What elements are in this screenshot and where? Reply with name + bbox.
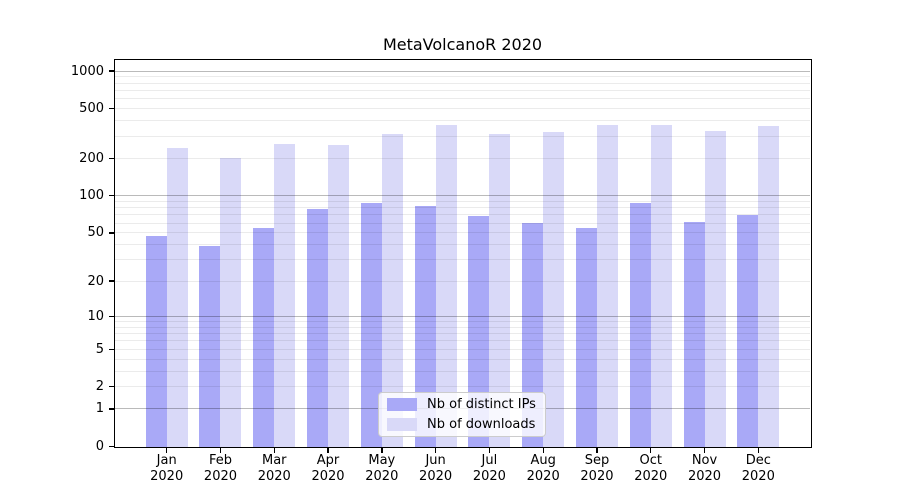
y-tick-label-10: 10 [87,308,104,324]
y-tick-label-1: 1 [95,401,104,417]
bar-downloads-apr [328,144,350,447]
y-tick-50 [109,232,115,234]
bar-downloads-sep [596,124,618,447]
x-tick-label-jul: Jul 2020 [472,453,506,484]
x-tick-label-oct: Oct 2020 [634,453,668,484]
x-tick-label-nov: Nov 2020 [687,453,722,484]
gridline-minor-600 [115,98,810,100]
y-tick-2 [109,386,115,388]
bar-distinct-ips-apr [307,209,329,447]
x-tick-label-sep: Sep 2020 [580,453,614,484]
x-tick-sep [596,447,598,453]
x-tick-label-jan: Jan 2020 [150,453,184,484]
bar-distinct-ips-mar [253,227,275,447]
y-tick-1000 [109,70,115,72]
bar-distinct-ips-jul [468,215,490,447]
y-tick-label-20: 20 [87,273,104,289]
gridline-minor-900 [115,76,810,78]
y-tick-0 [109,445,115,448]
x-tick-label-may: May 2020 [365,453,399,484]
y-tick-label-1000: 1000 [70,63,104,79]
x-tick-label-dec: Dec 2020 [741,453,775,484]
bar-downloads-feb [220,158,242,447]
x-tick-label-apr: Apr 2020 [311,453,345,484]
bar-distinct-ips-aug [522,223,544,447]
legend-item-downloads: Nb of downloads [387,417,537,433]
y-tick-1 [109,408,115,410]
chart-title: MetaVolcanoR 2020 [382,35,543,54]
bar-distinct-ips-nov [683,222,705,447]
bar-downloads-nov [704,130,726,447]
bar-distinct-ips-oct [629,203,651,447]
legend-swatch-distinct-ips [387,398,417,412]
y-tick-label-50: 50 [87,225,104,241]
y-tick-label-2: 2 [95,379,104,395]
x-tick-nov [703,447,706,453]
x-tick-jan [166,447,168,453]
x-tick-label-jun: Jun 2020 [419,453,453,484]
y-tick-10 [109,315,115,317]
bar-downloads-dec [758,126,780,447]
bar-distinct-ips-sep [575,227,597,447]
plot-area [115,60,810,447]
y-tick-label-0: 0 [95,439,104,454]
x-tick-jul [488,447,491,453]
legend-swatch-downloads [387,417,417,431]
legend-label-downloads: Nb of downloads [427,416,536,432]
bar-downloads-mar [274,143,296,447]
y-tick-label-200: 200 [79,150,104,166]
bar-distinct-ips-jun [414,205,436,447]
bar-distinct-ips-may [360,202,382,447]
y-tick-100 [109,195,115,197]
gridline-major-1000 [115,70,810,72]
x-tick-apr [327,447,329,453]
bar-distinct-ips-jan [145,236,167,447]
x-tick-dec [757,447,759,453]
bar-distinct-ips-dec [737,214,759,447]
gridline-minor-800 [115,82,810,84]
x-tick-aug [542,447,544,453]
y-tick-20 [109,280,115,282]
y-tick-200 [109,157,115,159]
x-tick-label-mar: Mar 2020 [257,453,291,484]
x-tick-jun [435,447,437,453]
y-tick-500 [109,108,115,110]
x-tick-feb [219,447,222,453]
x-tick-mar [273,447,275,453]
legend-label-distinct-ips: Nb of distinct IPs [427,397,536,413]
gridline-minor-400 [115,120,810,122]
bar-downloads-oct [650,124,672,447]
x-tick-may [381,447,383,453]
gridline-minor-500 [115,108,810,110]
bar-downloads-aug [543,131,565,447]
legend-item-distinct-ips: Nb of distinct IPs [387,397,537,413]
bar-downloads-jan [166,147,188,447]
bar-downloads-jun [435,124,457,447]
x-tick-oct [650,447,652,453]
y-tick-label-500: 500 [79,101,104,117]
y-tick-5 [109,348,115,350]
bar-downloads-jul [489,134,511,447]
x-tick-label-feb: Feb 2020 [203,453,238,484]
bar-downloads-may [381,133,403,447]
gridline-minor-700 [115,89,810,91]
legend: Nb of distinct IPs Nb of downloads [378,392,546,437]
y-tick-label-5: 5 [95,341,104,357]
y-tick-label-100: 100 [79,188,104,204]
x-tick-label-aug: Aug 2020 [526,453,560,484]
bar-distinct-ips-feb [199,246,221,447]
